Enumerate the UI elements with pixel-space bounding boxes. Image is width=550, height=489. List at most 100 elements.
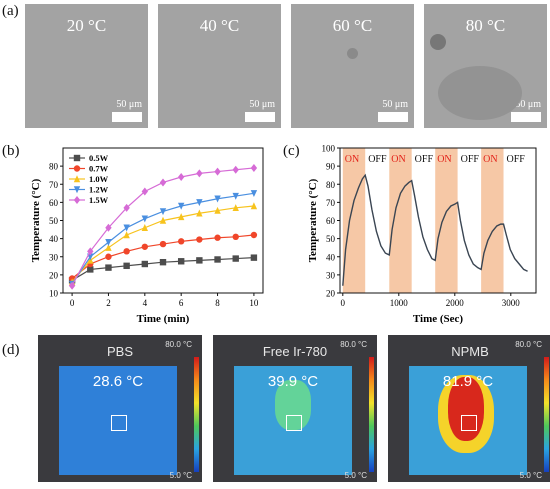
data-point	[105, 243, 112, 251]
legend-marker	[73, 165, 81, 172]
sample-name: PBS	[106, 344, 133, 359]
data-point	[105, 253, 112, 260]
micrograph-temp-label: 20 °C	[66, 16, 107, 35]
x-tick-label: 0	[70, 298, 75, 308]
droplet	[347, 48, 358, 59]
on-label: ON	[483, 154, 497, 165]
legend-label: 1.5W	[89, 195, 109, 205]
data-point	[141, 243, 149, 250]
legend-label: 1.2W	[89, 185, 109, 195]
color-scale-bar	[544, 357, 549, 472]
laser-on-band	[389, 148, 412, 293]
color-scale-max: 80.0 °C	[165, 340, 192, 349]
data-point	[123, 248, 130, 255]
color-scale-min: 5.0 °C	[519, 471, 542, 480]
thermal-image-3: NPMB 81.9 °C 80.0 °C 5.0 °C	[388, 335, 550, 482]
data-point	[196, 257, 203, 264]
scale-bar	[378, 112, 408, 122]
data-point	[159, 216, 167, 224]
y-tick-label: 70	[49, 180, 59, 190]
data-point	[196, 199, 203, 207]
micrograph-temp-label: 80 °C	[465, 16, 506, 35]
data-point	[232, 204, 239, 212]
color-scale-max: 80.0 °C	[515, 340, 542, 349]
data-point	[141, 224, 149, 231]
x-tick-label: 3000	[502, 298, 521, 308]
heat-spot	[275, 380, 311, 430]
legend-marker	[73, 175, 81, 183]
data-point	[105, 239, 112, 246]
data-point	[214, 206, 221, 214]
y-tick-label: 50	[326, 234, 336, 244]
scale-bar	[511, 112, 541, 122]
data-point	[196, 169, 203, 178]
color-scale-min: 5.0 °C	[169, 471, 192, 480]
panel-b-label: (b)	[2, 143, 20, 159]
laser-on-band	[342, 148, 366, 293]
y-tick-label: 20	[326, 289, 336, 299]
y-tick-label: 100	[322, 144, 336, 154]
x-tick-label: 6	[179, 298, 184, 308]
panel-c-label: (c)	[283, 143, 300, 159]
off-label: OFF	[461, 154, 480, 165]
x-tick-label: 4	[143, 298, 148, 308]
data-point	[232, 165, 239, 174]
legend-label: 0.5W	[89, 153, 109, 163]
data-point	[159, 240, 167, 248]
y-tick-label: 50	[49, 216, 59, 226]
y-tick-label: 60	[49, 198, 59, 208]
color-scale-min: 5.0 °C	[344, 471, 367, 480]
panel-d-label: (d)	[2, 342, 20, 358]
data-point	[214, 167, 221, 176]
y-tick-label: 10	[49, 289, 59, 299]
data-point	[250, 163, 258, 172]
data-point	[123, 203, 130, 212]
temperature-curve	[342, 173, 528, 286]
on-off-cycles-chart: ON OFF ON OFF ON OFF ON OFF20304050607080901000…	[307, 144, 537, 325]
y-tick-label: 40	[49, 234, 59, 244]
data-point	[232, 192, 239, 200]
data-point	[141, 187, 149, 196]
legend-marker	[73, 186, 81, 194]
data-point	[177, 213, 185, 221]
sample-temperature: 28.6 °C	[92, 373, 144, 390]
sample-name: Free Ir-780	[262, 344, 328, 359]
micrograph-2: 40 °C 50 μm	[158, 4, 281, 128]
data-point	[159, 178, 167, 187]
micrograph-temp-label: 60 °C	[332, 16, 373, 35]
off-label: OFF	[368, 154, 387, 165]
heating-curves-chart: 10 20 30 40 50 60 70 80 0 2 4 6 8 10 Time (min) Tempera…	[30, 147, 264, 325]
legend-marker	[73, 154, 81, 162]
scale-bar-label: 50 μm	[382, 99, 408, 110]
data-point	[177, 258, 185, 265]
data-point	[105, 264, 112, 271]
data-point	[105, 223, 112, 232]
on-label: ON	[345, 154, 359, 165]
x-tick-label: 2000	[446, 298, 465, 308]
x-tick-label: 1000	[390, 298, 409, 308]
data-point	[250, 254, 258, 261]
crosshair-icon	[461, 415, 477, 431]
data-point	[123, 262, 130, 270]
scale-bar-label: 50 μm	[249, 99, 275, 110]
y-tick-label: 70	[326, 198, 336, 208]
x-tick-label: 10	[249, 298, 259, 308]
color-scale-max: 80.0 °C	[340, 340, 367, 349]
data-point	[87, 266, 94, 273]
x-tick-label: 2	[106, 298, 111, 308]
sample-name: NPMB	[451, 344, 489, 359]
scale-bar	[245, 112, 275, 122]
data-point	[250, 190, 258, 198]
scale-bar	[112, 112, 142, 122]
panel-a-label: (a)	[2, 3, 19, 19]
off-label: OFF	[415, 154, 434, 165]
y-tick-label: 30	[49, 252, 59, 262]
y-tick-label: 80	[49, 162, 59, 172]
data-point	[214, 234, 221, 241]
data-point	[250, 202, 258, 210]
micrograph-3: 60 °C 50 μm	[291, 4, 414, 128]
scale-bar-label: 50 μm	[116, 99, 142, 110]
legend-marker	[73, 196, 81, 204]
y-axis-label: Temperature (°C)	[30, 178, 42, 262]
data-point	[214, 195, 221, 203]
